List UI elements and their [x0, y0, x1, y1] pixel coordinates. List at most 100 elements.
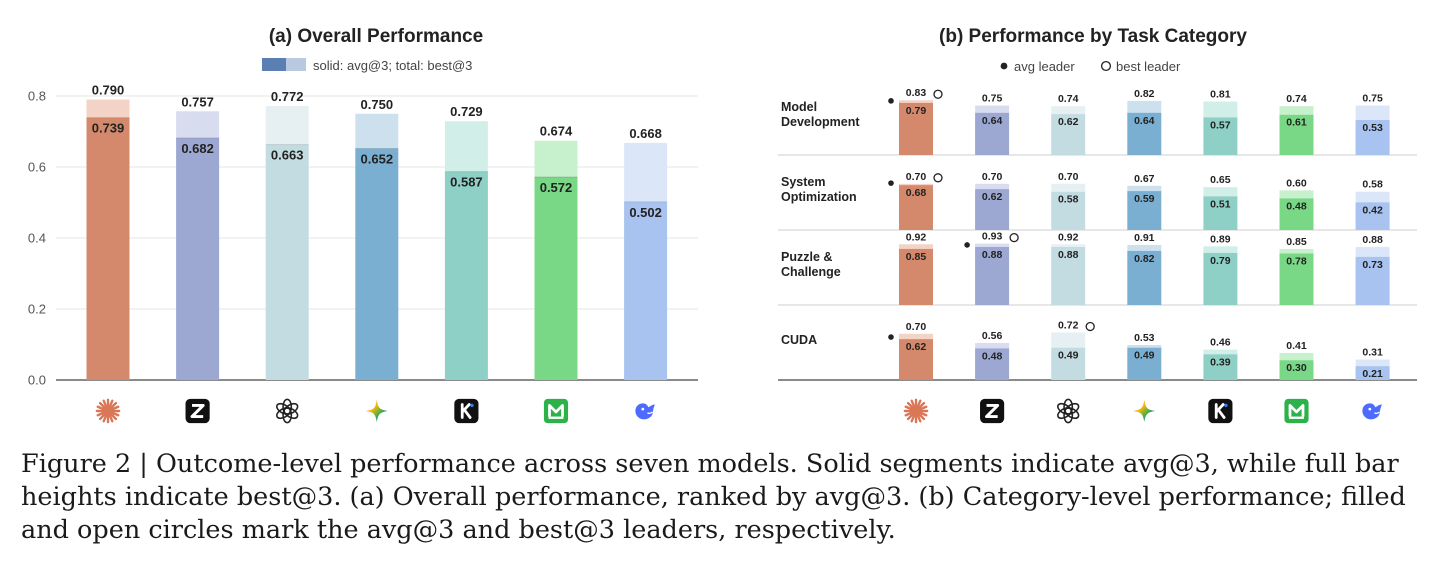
best-bar-segment	[899, 183, 933, 186]
avg-value-label: 0.88	[982, 249, 1003, 261]
avg-bar	[1203, 354, 1238, 380]
legend-avg-swatch	[262, 58, 286, 71]
best-bar-segment	[86, 99, 130, 118]
best-value-label: 0.74	[1286, 93, 1307, 105]
avg-bar	[1051, 114, 1086, 155]
minimax-m-icon	[1283, 398, 1310, 424]
best-bar-segment	[1355, 191, 1390, 203]
avg-leader-legend-marker	[1000, 62, 1008, 70]
best-value-label: 0.70	[906, 171, 927, 183]
best-bar-segment	[1051, 183, 1086, 192]
panel-a-legend-text: solid: avg@3; total: best@3	[313, 58, 472, 73]
best-bar-segment	[1355, 359, 1390, 367]
best-value-label: 0.93	[982, 231, 1003, 243]
best-value-label: 0.56	[982, 330, 1003, 342]
avg-bar	[355, 148, 399, 380]
avg-bar	[534, 176, 578, 380]
avg-value-label: 0.663	[271, 148, 304, 163]
caption-line-2: heights indicate best@3. (a) Overall per…	[21, 482, 1406, 512]
best-value-label: 0.53	[1134, 332, 1155, 344]
avg-value-label: 0.59	[1134, 193, 1155, 205]
best-bar-segment	[444, 121, 488, 172]
deepseek-whale-icon	[1361, 402, 1383, 421]
best-value-label: 0.46	[1210, 337, 1231, 349]
avg-bar	[899, 248, 933, 305]
avg-value-label: 0.587	[450, 175, 483, 190]
best-value-label: 0.729	[450, 104, 483, 119]
y-tick-label: 0.2	[28, 302, 46, 317]
best-value-label: 0.674	[540, 124, 573, 139]
best-value-label: 0.91	[1134, 232, 1155, 244]
best-value-label: 0.65	[1210, 174, 1231, 186]
avg-bar	[1127, 250, 1162, 305]
best-value-label: 0.58	[1362, 179, 1383, 191]
best-bar-segment	[1355, 105, 1390, 121]
best-value-label: 0.82	[1134, 88, 1155, 100]
avg-leader-marker	[964, 242, 970, 248]
avg-value-label: 0.79	[906, 105, 927, 117]
avg-bar	[1279, 253, 1314, 305]
best-value-label: 0.75	[982, 93, 1003, 105]
avg-bar	[975, 246, 1010, 305]
avg-value-label: 0.48	[982, 350, 1003, 362]
avg-value-label: 0.78	[1286, 256, 1307, 268]
panel-a-legend: solid: avg@3; total: best@3	[262, 58, 472, 73]
panel-b-legend: avg leader best leader	[1000, 59, 1181, 74]
category-label: Model Development	[781, 100, 860, 129]
avg-bar	[1127, 112, 1162, 155]
best-leader-marker	[1085, 321, 1095, 332]
avg-bar	[1355, 120, 1390, 155]
best-value-label: 0.92	[1058, 231, 1079, 243]
avg-value-label: 0.82	[1134, 253, 1155, 265]
kimi-k-icon	[453, 398, 480, 424]
avg-bar	[265, 144, 309, 380]
avg-value-label: 0.49	[1134, 350, 1155, 362]
best-value-label: 0.83	[906, 87, 927, 99]
best-bar-segment	[975, 183, 1010, 190]
best-value-label: 0.89	[1210, 233, 1231, 245]
category-label: CUDA	[781, 333, 817, 347]
best-bar-segment	[1279, 352, 1314, 361]
best-bar-segment	[355, 113, 399, 149]
avg-value-label: 0.62	[982, 191, 1003, 203]
avg-value-label: 0.62	[1058, 116, 1079, 128]
openai-knot-icon	[1055, 398, 1082, 424]
best-bar-segment	[1051, 332, 1086, 348]
best-value-label: 0.85	[1286, 236, 1307, 248]
zhipu-z-icon	[184, 398, 211, 424]
gemini-star-icon	[365, 399, 388, 423]
avg-value-label: 0.68	[906, 187, 927, 199]
best-value-label: 0.668	[629, 126, 662, 141]
avg-bar	[176, 137, 220, 380]
best-value-label: 0.790	[92, 83, 125, 98]
best-value-label: 0.74	[1058, 93, 1079, 105]
best-bar-segment	[1051, 106, 1086, 115]
avg-bar	[444, 171, 488, 380]
kimi-k-icon	[1207, 398, 1234, 424]
best-bar-segment	[1127, 244, 1162, 251]
best-value-label: 0.750	[361, 97, 394, 112]
best-bar-segment	[265, 105, 309, 145]
best-bar-segment	[624, 142, 668, 202]
best-bar-segment	[534, 140, 578, 177]
figure-caption: Figure 2 | Outcome-level performance acr…	[21, 448, 1426, 547]
best-value-label: 0.81	[1210, 89, 1231, 101]
avg-value-label: 0.79	[1210, 255, 1231, 267]
best-bar-segment	[1127, 185, 1162, 192]
avg-value-label: 0.21	[1362, 368, 1383, 380]
avg-value-label: 0.85	[906, 251, 927, 263]
avg-bar	[899, 339, 933, 380]
avg-value-label: 0.51	[1210, 198, 1231, 210]
avg-bar	[1127, 191, 1162, 230]
avg-bar	[975, 189, 1010, 230]
avg-value-label: 0.49	[1058, 350, 1079, 362]
minimax-m-icon	[543, 398, 569, 424]
legend-best-swatch	[286, 58, 306, 71]
avg-value-label: 0.53	[1362, 122, 1383, 134]
best-value-label: 0.75	[1362, 93, 1383, 105]
avg-value-label: 0.73	[1362, 259, 1383, 271]
best-value-label: 0.67	[1134, 173, 1155, 185]
avg-bar	[975, 348, 1010, 380]
avg-bar	[1355, 202, 1390, 230]
best-leader-marker	[1009, 232, 1019, 243]
